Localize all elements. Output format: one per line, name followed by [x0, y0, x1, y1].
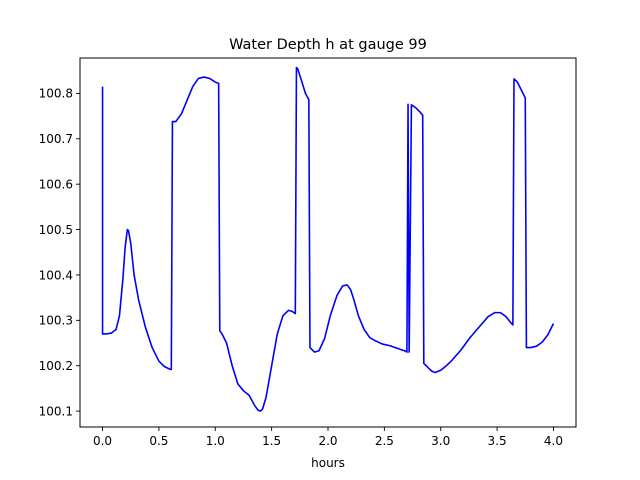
y-axis: 100.1 100.2 100.3 100.4 100.5 100.6 100.7 100.8	[39, 87, 80, 418]
x-tick-label: 3.5	[488, 434, 507, 448]
y-tick-label: 100.4	[39, 268, 73, 282]
x-axis: 0.0 0.5 1.0 1.5 2.0 2.5 3.0 3.5 4.0	[93, 427, 563, 448]
series-layer	[101, 66, 555, 412]
y-tick-label: 100.3	[39, 314, 73, 328]
x-tick-label: 1.5	[262, 434, 281, 448]
chart-title: Water Depth h at gauge 99	[229, 37, 427, 53]
y-tick-label: 100.7	[39, 132, 73, 146]
plot-area	[79, 57, 577, 428]
y-tick-label: 100.6	[39, 177, 73, 191]
x-tick-label: 4.0	[544, 434, 563, 448]
y-tick-label: 100.1	[39, 404, 73, 418]
y-tick-label: 100.8	[39, 87, 73, 101]
x-tick-label: 0.0	[93, 434, 112, 448]
plot-frame	[79, 57, 577, 428]
x-tick-label: 2.5	[375, 434, 394, 448]
series-line	[101, 66, 555, 412]
x-tick-label: 0.5	[149, 434, 168, 448]
x-axis-label: hours	[311, 456, 345, 470]
y-tick-label: 100.5	[39, 223, 73, 237]
x-tick-label: 3.0	[431, 434, 450, 448]
x-tick-label: 1.0	[206, 434, 225, 448]
x-tick-label: 2.0	[318, 434, 337, 448]
y-tick-label: 100.2	[39, 359, 73, 373]
